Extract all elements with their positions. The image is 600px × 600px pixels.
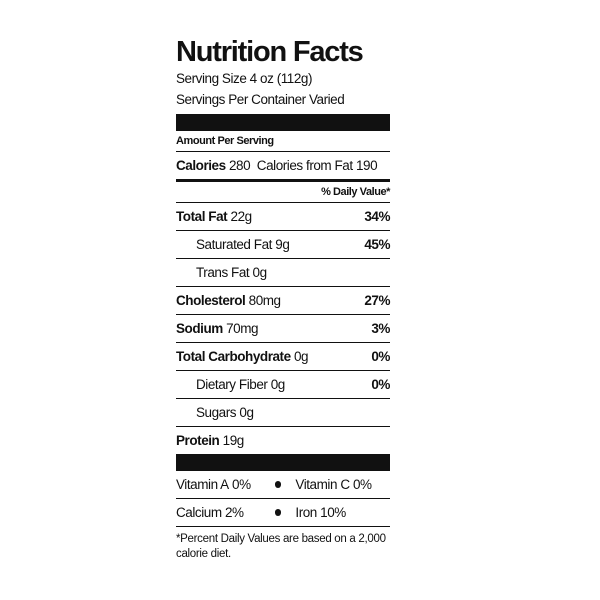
vitamin-dv: 0% [232,477,251,492]
vitamin-row: Vitamin A 0% Vitamin C 0% [176,471,390,498]
nutrient-name: Sodium [176,321,223,336]
nutrient: Sugars 0g [196,405,254,420]
nutrient: Trans Fat 0g [196,265,267,280]
serving-size: Serving Size 4 oz (112g) [176,71,313,86]
nutrient: Cholesterol 80mg [176,293,281,308]
nutrient: Saturated Fat 9g [196,237,290,252]
nutrient-row: Sodium 70mg 3% [176,314,390,342]
nutrient-row: Trans Fat 0g [176,258,390,286]
nutrient-row: Total Carbohydrate 0g 0% [176,342,390,370]
calories-from-fat: Calories from Fat 190 [256,158,378,173]
nutrient-name: Saturated Fat [196,237,272,252]
nutrient-name: Protein [176,433,220,448]
nutrient-rows: Total Fat 22g 34% Saturated Fat 9g 45% Trans… [176,202,390,454]
divider-bar [176,114,390,131]
daily-value: 45% [364,237,390,252]
vitamin-name: Vitamin A [176,477,229,492]
nutrient: Sodium 70mg [176,321,259,336]
nutrient-amount: 22g [230,209,253,224]
nutrient: Total Fat 22g [176,209,252,224]
nutrient-name: Trans Fat [196,265,250,280]
nutrient-row: Protein 19g [176,426,390,454]
nutrient-row: Total Fat 22g 34% [176,202,390,230]
vitamin-name: Vitamin C [295,477,350,492]
vitamin-rows: Vitamin A 0% Vitamin C 0% Calcium 2% Iron 1… [176,471,390,526]
nutrient-name: Total Carbohydrate [176,349,291,364]
servings-per-container: Servings Per Container Varied [176,92,345,107]
daily-value: 0% [371,377,390,392]
amount-per-serving: Amount Per Serving [176,135,274,147]
nutrient-name: Total Fat [176,209,228,224]
daily-value: 0% [371,349,390,364]
nutrient-row: Cholesterol 80mg 27% [176,286,390,314]
daily-value: 34% [364,209,390,224]
vitamin-dv: 0% [352,477,372,492]
nutrient-amount: 19g [222,433,245,448]
nutrition-label: Nutrition Facts Serving Size 4 oz (112g)… [176,36,390,562]
daily-value: 27% [364,293,390,308]
title: Nutrition Facts [176,36,364,68]
vitamin-row: Calcium 2% Iron 10% [176,498,390,526]
daily-value-header: % Daily Value* [176,179,390,202]
vitamin: Iron 10% [295,505,390,520]
calories-row: Calories 280 Calories from Fat 190 [176,151,390,179]
nutrient-amount: 0g [252,265,268,280]
nutrient-name: Sugars [196,405,237,420]
vitamin-name: Iron [295,505,317,520]
nutrient-amount: 80mg [248,293,281,308]
vitamin: Vitamin C 0% [295,477,390,492]
nutrient-amount: 70mg [226,321,259,336]
nutrient-amount: 0g [270,377,286,392]
nutrient-name: Cholesterol [176,293,246,308]
calories-label: Calories [176,158,226,173]
vitamin-dv: 10% [320,505,346,520]
vitamin: Vitamin A 0% [176,477,271,492]
footnote: *Percent Daily Values are based on a 2,0… [176,526,390,562]
vitamin-dv: 2% [224,505,244,520]
vitamin: Calcium 2% [176,505,271,520]
nutrient-name: Dietary Fiber [196,377,268,392]
nutrient-amount: 9g [275,237,290,252]
nutrient: Dietary Fiber 0g [196,377,285,392]
daily-value: 3% [371,321,390,336]
vitamin-name: Calcium [176,505,222,520]
bullet [274,481,282,488]
nutrient-row: Saturated Fat 9g 45% [176,230,390,258]
nutrient-row: Sugars 0g [176,398,390,426]
bullet [274,509,282,516]
nutrient: Protein 19g [176,433,244,448]
divider-bar [176,454,390,471]
nutrient-amount: 0g [239,405,254,420]
nutrient: Total Carbohydrate 0g [176,349,309,364]
nutrient-row: Dietary Fiber 0g 0% [176,370,390,398]
calories-value: 280 [229,158,251,173]
nutrient-amount: 0g [293,349,309,364]
